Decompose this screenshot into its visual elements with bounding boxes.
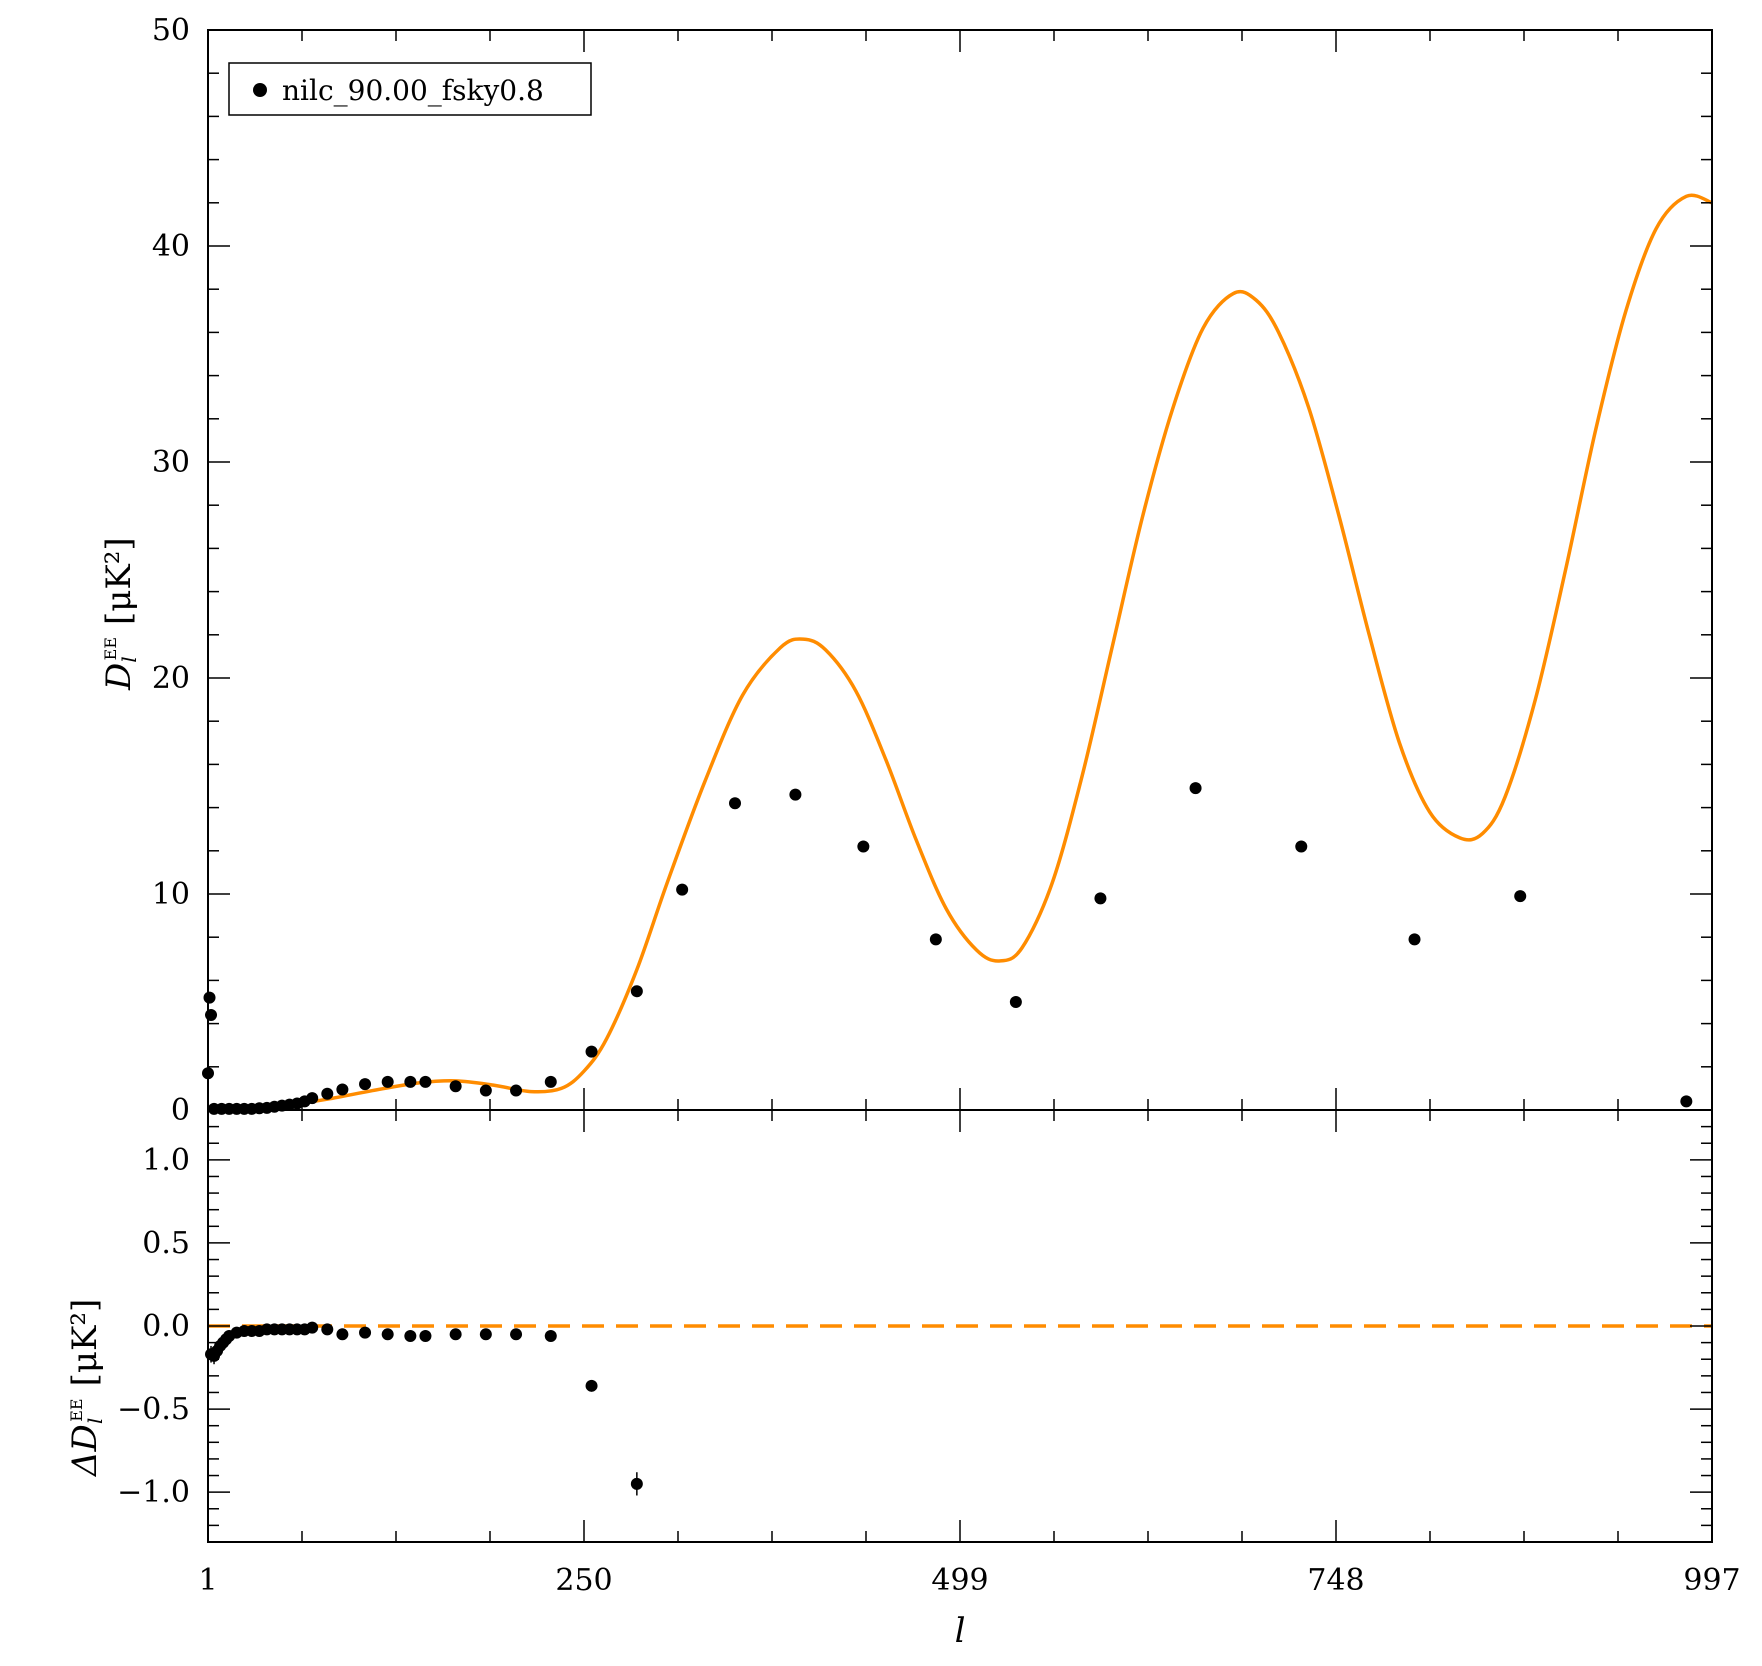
- top-y-tick-label: 20: [152, 661, 190, 696]
- data-point: [1514, 890, 1527, 903]
- x-tick-label: 997: [1683, 1563, 1740, 1598]
- x-tick-label: 748: [1307, 1563, 1364, 1598]
- bottom-axis-ticks: [207, 1110, 1713, 1542]
- legend-label: nilc_90.00_fsky0.8: [282, 74, 544, 107]
- data-point: [857, 840, 870, 853]
- model-curve: [207, 193, 1713, 1112]
- top-y-tick-label: 40: [152, 229, 190, 264]
- data-point: [381, 1075, 394, 1088]
- residual-point: [544, 1329, 557, 1342]
- top-y-axis-label: DlEE [μK²]: [99, 537, 141, 691]
- data-point: [630, 985, 643, 998]
- top-y-tick-label: 30: [152, 445, 190, 480]
- data-point: [321, 1087, 334, 1100]
- data-point: [1189, 782, 1202, 795]
- top-y-tick-label: 50: [152, 13, 190, 48]
- residual-point: [479, 1328, 492, 1341]
- residual-point: [449, 1328, 462, 1341]
- x-tick-label: 250: [555, 1563, 612, 1598]
- residual-points-layer: [205, 1321, 643, 1496]
- x-tick-labels: 1 250 499 748 997: [198, 1563, 1740, 1598]
- data-point: [789, 788, 802, 801]
- data-points-layer: [202, 782, 1693, 1115]
- residual-point: [404, 1329, 417, 1342]
- top-y-axis-label-sub: l: [117, 656, 141, 662]
- bottom-panel: 1.00.50.0−0.5−1.0 1 250 499 748 997 ΔDlEE[μK…: [65, 1109, 1741, 1651]
- bottom-y-axis-label-symbol: ΔD: [65, 1424, 105, 1478]
- residual-point: [585, 1379, 598, 1392]
- bottom-y-tick-labels: 1.0 0.5 0.0 −0.5 −1.0: [117, 1143, 190, 1510]
- data-point: [336, 1083, 349, 1096]
- residual-point: [630, 1477, 643, 1490]
- bottom-y-axis-label: ΔDlEE [μK²]: [65, 1299, 107, 1478]
- bottom-y-axis-label-sub: l: [83, 1418, 107, 1424]
- bottom-y-tick-label: 1.0: [142, 1143, 190, 1178]
- data-point: [205, 1008, 218, 1021]
- data-point: [359, 1078, 372, 1091]
- data-point: [1408, 933, 1421, 946]
- data-point: [1295, 840, 1308, 853]
- data-point: [1680, 1095, 1693, 1108]
- bottom-y-tick-label: −1.0: [117, 1475, 190, 1510]
- top-y-axis-label-sup: EE: [101, 637, 120, 660]
- legend-box: [228, 62, 592, 116]
- bottom-y-tick-label: 0.5: [142, 1226, 190, 1261]
- legend-marker: [253, 83, 267, 97]
- top-panel: 0 10 20 30 40 50 DlEE [μK²] nilc_90.00_fsky0.8: [99, 13, 1713, 1128]
- top-y-tick-labels: 0 10 20 30 40 50: [152, 13, 190, 1128]
- data-point: [404, 1075, 417, 1088]
- x-axis-label: l: [955, 1611, 966, 1651]
- top-y-tick-label: 10: [152, 877, 190, 912]
- data-point: [929, 933, 942, 946]
- data-point: [510, 1084, 523, 1097]
- data-point: [676, 883, 689, 896]
- residual-point: [306, 1321, 319, 1334]
- top-y-axis-label-unit: [μK²]: [99, 537, 139, 625]
- top-axis-ticks: [207, 29, 1713, 1111]
- data-point: [306, 1092, 319, 1105]
- model-curve-layer: [207, 193, 1713, 1112]
- data-point: [479, 1084, 492, 1097]
- data-point: [585, 1045, 598, 1058]
- data-point: [1009, 996, 1022, 1008]
- data-point: [729, 797, 742, 810]
- residual-point: [510, 1328, 523, 1341]
- x-tick-label: 499: [931, 1563, 988, 1598]
- residual-point: [419, 1329, 432, 1342]
- data-point: [419, 1075, 432, 1088]
- data-point: [449, 1080, 462, 1093]
- residual-point: [321, 1323, 334, 1336]
- data-point: [544, 1075, 557, 1088]
- bottom-y-axis-label-unit: [μK²]: [65, 1299, 105, 1387]
- bottom-y-tick-label: −0.5: [117, 1392, 190, 1427]
- data-point: [203, 991, 216, 1004]
- top-y-tick-label: 0: [171, 1093, 190, 1128]
- bottom-y-tick-label: 0.0: [142, 1309, 190, 1344]
- bottom-y-axis-label-sup: EE: [67, 1398, 86, 1421]
- data-point: [1094, 892, 1107, 905]
- legend: nilc_90.00_fsky0.8: [228, 62, 592, 116]
- residual-point: [336, 1328, 349, 1341]
- top-y-axis-label-symbol: D: [99, 663, 139, 691]
- x-tick-label: 1: [198, 1563, 217, 1598]
- residual-point: [359, 1326, 372, 1339]
- residual-point: [381, 1328, 394, 1341]
